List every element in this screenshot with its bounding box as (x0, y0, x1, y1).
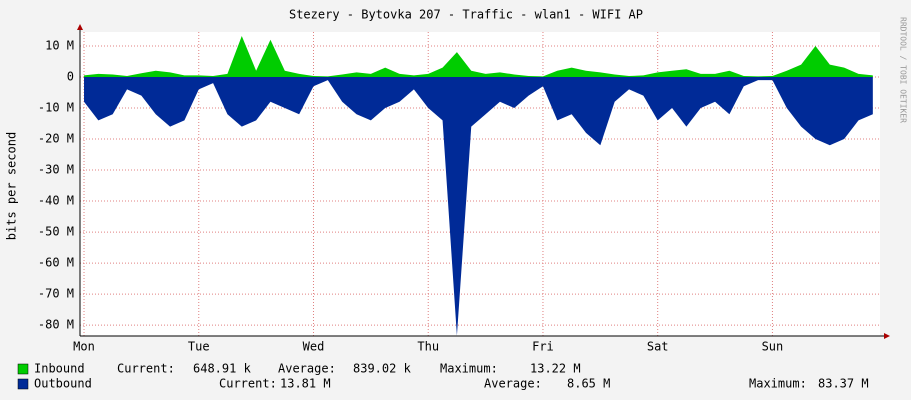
area (84, 35, 873, 77)
watermark: RRDTOOL / TOBI OETIKER (899, 17, 908, 123)
legend-stat-value: 13.22 M (530, 362, 581, 376)
y-tick-label: -20 M (38, 132, 74, 146)
y-axis-arrow (77, 24, 83, 30)
legend-stat-label: Maximum: (440, 362, 498, 376)
y-tick-label: -10 M (38, 101, 74, 115)
legend-swatch (17, 363, 29, 375)
y-tick-label: 0 (67, 69, 74, 83)
legend-stat-label: Maximum: (749, 377, 807, 391)
y-tick-label: -70 M (38, 287, 74, 301)
y-axis-label: bits per second (5, 132, 19, 240)
chart-title: Stezery - Bytovka 207 - Traffic - wlan1 … (289, 8, 643, 22)
x-tick-label: Sun (762, 340, 784, 354)
x-axis-arrow (884, 333, 890, 339)
legend-stat-label: Average: (484, 377, 542, 391)
y-tick-label: -50 M (38, 225, 74, 239)
legend-label: Inbound (34, 362, 85, 376)
x-tick-label: Sat (647, 340, 669, 354)
x-tick-label: Tue (188, 340, 210, 354)
area (84, 76, 873, 336)
legend-label: Outbound (34, 377, 92, 391)
y-tick-label: -30 M (38, 163, 74, 177)
y-tick-label: -60 M (38, 256, 74, 270)
x-tick-label: Thu (417, 340, 439, 354)
y-tick-label: -80 M (38, 318, 74, 332)
legend-stat-value: 83.37 M (818, 377, 869, 391)
legend-stat-label: Current: (219, 377, 277, 391)
legend-stat-value: 648.91 k (193, 362, 252, 376)
x-tick-label: Fri (532, 340, 554, 354)
legend-stat-label: Current: (117, 362, 175, 376)
legend-swatch (17, 378, 29, 390)
legend-stat-value: 8.65 M (567, 377, 610, 391)
x-tick-label: Mon (73, 340, 95, 354)
y-tick-label: -40 M (38, 194, 74, 208)
y-tick-label: 10 M (45, 38, 74, 52)
legend-stat-value: 13.81 M (280, 377, 331, 391)
x-tick-label: Wed (303, 340, 325, 354)
legend-stat-value: 839.02 k (353, 362, 412, 376)
legend-stat-label: Average: (278, 362, 336, 376)
